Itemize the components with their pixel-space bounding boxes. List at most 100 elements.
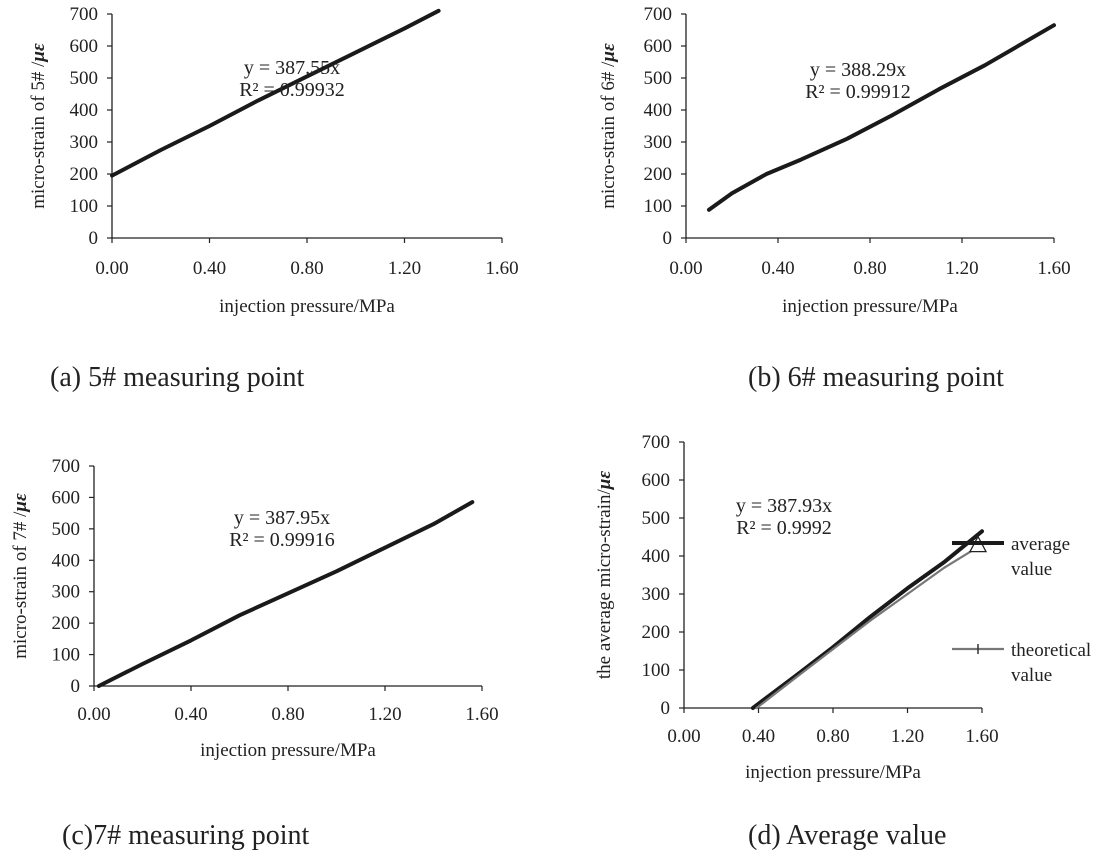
chart-d-y-tick-label: 100 [642, 660, 671, 681]
chart-a-x-tick-label: 1.60 [485, 258, 518, 279]
chart-b-y-tick-label: 0 [663, 228, 673, 249]
chart-b-y-tick-label: 700 [644, 4, 673, 25]
chart-d-x-tick-label: 1.20 [891, 726, 924, 747]
chart-c-y-tick-label: 100 [52, 645, 81, 666]
chart-panel-a: 0 100 200 300 400 500 600 700 0.00 0.40 0.80 1.20 1.… [0, 0, 560, 400]
chart-d-y-tick-label: 500 [642, 508, 671, 529]
chart-b-series-0-point [845, 137, 849, 140]
chart-b-series-0-point [937, 88, 941, 91]
chart-b-y-tick-label: 100 [644, 196, 673, 217]
chart-d-y-axis-title: the average micro-strain/με [594, 471, 615, 679]
chart-d-series-0-point [980, 530, 984, 533]
chart-c-y-tick-label: 200 [52, 613, 81, 634]
caption-d: (d) Average value [748, 820, 947, 851]
chart-c-series-0-point [335, 570, 338, 573]
chart-c-series-0-point [141, 662, 144, 666]
chart-b-y-tick-label: 500 [644, 68, 673, 89]
chart-d-series-0-point [943, 560, 946, 563]
chart-c-y-tick-label: 300 [52, 582, 81, 603]
chart-c-series-0-point [97, 684, 101, 688]
chart-b-x-tick-label: 0.80 [853, 258, 886, 279]
chart-a-y-tick-label: 500 [70, 68, 99, 89]
chart-a-svg: 0 100 200 300 400 500 600 700 0.00 0.40 0.80 1.20 1.… [28, 4, 519, 317]
chart-d-legend-theoretical-label-1: theoretical [1011, 640, 1091, 661]
chart-a-series-0-point [159, 148, 162, 152]
chart-d-svg: 0 100 200 300 400 500 600 700 0.00 0.40 0.80 1.20 1.… [594, 432, 1091, 783]
chart-c-x-tick-label: 0.00 [77, 704, 110, 725]
chart-d-x-tick-label: 0.40 [742, 726, 775, 747]
chart-c-series-0-point [432, 522, 435, 526]
chart-d-series-0-line [750, 529, 984, 710]
chart-d-x-tick-label: 0.00 [667, 726, 700, 747]
chart-a-series-0-point [257, 99, 260, 102]
caption-b: (b) 6# measuring point [748, 362, 1004, 393]
chart-a-y-axis-title: micro-strain of 5# /με [28, 43, 49, 209]
chart-b-series-0-line [707, 23, 1056, 212]
chart-c-r-squared: R² = 0.99916 [229, 529, 335, 551]
chart-b-series-0-point [983, 63, 987, 67]
chart-a-series-0-point [403, 27, 406, 30]
chart-c-x-tick-label: 0.80 [271, 704, 304, 725]
chart-b-x-tick-label: 0.00 [669, 258, 702, 279]
chart-b-series-0-point [707, 208, 711, 212]
chart-a-series-0-line [110, 8, 441, 178]
chart-b-y-axis-title: micro-strain of 6# /με [598, 43, 619, 209]
chart-a-y-tick-label: 0 [89, 228, 99, 249]
chart-b-series-0-point [1052, 24, 1056, 27]
chart-d-series-1-point [943, 566, 946, 569]
chart-b-series-0-point [799, 158, 803, 161]
chart-d-legend-average-label-2: value [1011, 559, 1052, 580]
chart-d-y-tick-label: 300 [642, 584, 671, 605]
chart-d-legend-average-label-1: average [1011, 534, 1070, 555]
chart-b-x-tick-label: 0.40 [761, 258, 794, 279]
caption-c: (c)7# measuring point [62, 820, 310, 851]
chart-panel-c: 0 100 200 300 400 500 600 700 0.00 0.40 0.80 1.20 1.… [0, 430, 560, 860]
chart-b-r-squared: R² = 0.99912 [805, 81, 911, 103]
chart-c-series-0-point [238, 614, 241, 617]
chart-a-x-axis-title: injection pressure/MPa [219, 296, 395, 317]
chart-a-x-tick-label: 0.40 [193, 258, 226, 279]
chart-d-y-tick-label: 200 [642, 622, 671, 643]
chart-b-y-tick-label: 200 [644, 164, 673, 185]
chart-d-x-axis-title: injection pressure/MPa [745, 762, 921, 783]
chart-c-y-tick-label: 500 [52, 519, 81, 540]
chart-d-series-1-point [794, 676, 797, 679]
chart-d-x-tick-label: 0.80 [816, 726, 849, 747]
chart-a-series-0-point [437, 9, 440, 12]
chart-b-x-tick-label: 1.20 [945, 258, 978, 279]
chart-d-r-squared: R² = 0.9992 [736, 517, 832, 539]
chart-b-equation: y = 388.29x [810, 59, 906, 81]
chart-d-y-tick-label: 0 [661, 698, 671, 719]
chart-a-x-tick-label: 1.20 [388, 258, 421, 279]
chart-b-svg: 0 100 200 300 400 500 600 700 0.00 0.40 0.80 1.20 1.… [598, 4, 1071, 317]
chart-a-series-0-point [354, 51, 357, 54]
chart-a-x-tick-label: 0.00 [95, 258, 128, 279]
chart-a-y-tick-label: 300 [70, 132, 99, 153]
chart-c-series-0-point [471, 500, 474, 504]
chart-b-series-0-point [730, 192, 734, 195]
chart-d-legend-theoretical-label-2: value [1011, 665, 1052, 686]
chart-a-y-tick-label: 400 [70, 100, 99, 121]
chart-c-y-tick-label: 600 [52, 487, 81, 508]
chart-a-series-0-point [208, 124, 211, 128]
chart-a-y-tick-label: 700 [70, 4, 99, 25]
chart-a-y-tick-label: 100 [70, 196, 99, 217]
chart-b-series-0-point [765, 172, 768, 176]
chart-d-series-1-point [869, 619, 872, 622]
chart-c-y-axis-title: micro-strain of 7# /με [10, 493, 31, 659]
chart-d-y-tick-label: 700 [642, 432, 671, 453]
chart-d-x-tick-label: 1.60 [965, 726, 998, 747]
chart-b-x-tick-label: 1.60 [1037, 258, 1070, 279]
chart-b-y-tick-label: 600 [644, 36, 673, 57]
chart-a-series-0-point [305, 75, 309, 78]
chart-c-series-0-point [189, 639, 193, 642]
chart-c-series-0-point [383, 546, 387, 549]
chart-c-x-tick-label: 0.40 [174, 704, 207, 725]
chart-d-y-tick-label: 600 [642, 470, 671, 491]
chart-d-series-1-point [755, 706, 758, 710]
chart-d-equation: y = 387.93x [736, 495, 832, 517]
chart-a-series-0-point [110, 174, 114, 177]
chart-d-series-1-point [906, 592, 909, 596]
chart-a-y-tick-label: 200 [70, 164, 99, 185]
chart-panel-b: 0 100 200 300 400 500 600 700 0.00 0.40 0.80 1.20 1.… [560, 0, 1116, 400]
